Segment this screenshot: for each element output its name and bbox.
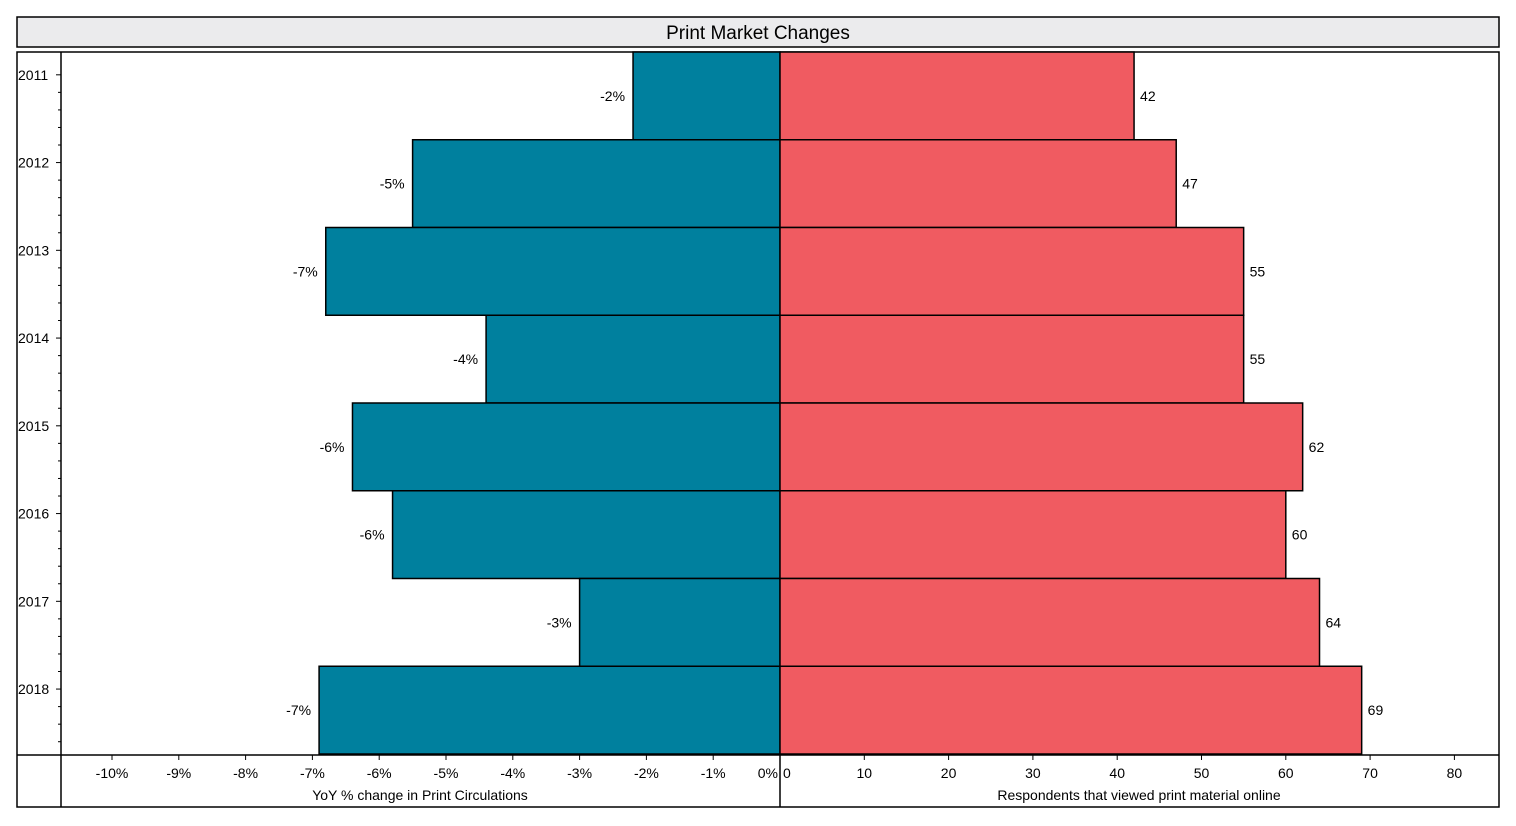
left-data-label: -2% (600, 88, 625, 104)
left-axis-tick-label: -7% (300, 765, 325, 781)
chart-title: Print Market Changes (666, 23, 850, 44)
left-bar (411, 139, 781, 229)
left-data-label: -3% (547, 614, 572, 630)
left-axis-tick-label: -6% (367, 765, 392, 781)
right-data-label: 64 (1326, 614, 1342, 630)
left-bar (318, 665, 781, 755)
left-axis-tick-label: 0% (758, 765, 778, 781)
left-data-label: -6% (320, 439, 345, 455)
left-axis-tick-label: -8% (233, 765, 258, 781)
right-bar (779, 402, 1304, 492)
right-data-label: 42 (1140, 88, 1156, 104)
right-bar (779, 139, 1177, 229)
left-axis-tick-label: -10% (96, 765, 129, 781)
left-axis-title: YoY % change in Print Circulations (312, 787, 528, 803)
right-data-label: 55 (1250, 263, 1266, 279)
left-value-axis: -10% -9% -8% -7% -6% -5% -4% -3% -2% -1% 0% (96, 755, 781, 781)
left-axis-tick-label: -3% (567, 765, 592, 781)
category-tick-label: 2017 (18, 593, 49, 609)
left-axis-tick-label: -4% (500, 765, 525, 781)
left-bar (351, 402, 781, 492)
left-axis-tick-label: -5% (434, 765, 459, 781)
left-data-label: -7% (293, 263, 318, 279)
left-data-label: -6% (360, 527, 385, 543)
right-bar (779, 226, 1245, 316)
right-data-label: 60 (1292, 527, 1308, 543)
right-axis-tick-label: 80 (1447, 765, 1463, 781)
right-data-label: 47 (1182, 176, 1198, 192)
left-bar (578, 577, 781, 667)
right-axis-tick-label: 40 (1109, 765, 1125, 781)
left-bar (391, 490, 781, 580)
right-bar (779, 490, 1287, 580)
left-data-label: -7% (286, 702, 311, 718)
left-data-label: -4% (453, 351, 478, 367)
left-axis-tick-label: -1% (701, 765, 726, 781)
left-axis-tick-label: -9% (166, 765, 191, 781)
right-axis-tick-label: 60 (1278, 765, 1294, 781)
right-data-label: 55 (1250, 351, 1266, 367)
category-tick-label: 2016 (18, 506, 49, 522)
left-axis-tick-label: -2% (634, 765, 659, 781)
left-data-label: -5% (380, 176, 405, 192)
right-data-label: 69 (1368, 702, 1384, 718)
left-bar (325, 226, 781, 316)
right-bar (779, 577, 1321, 667)
title-bar (16, 16, 1500, 48)
right-bars (779, 51, 1363, 755)
right-axis-title: Respondents that viewed print material o… (997, 787, 1280, 803)
right-axis-tick-label: 20 (941, 765, 957, 781)
right-axis-tick-label: 0 (783, 765, 791, 781)
right-axis-tick-label: 10 (857, 765, 873, 781)
right-axis-tick-label: 30 (1025, 765, 1041, 781)
category-tick-label: 2013 (18, 242, 49, 258)
right-bar (779, 665, 1363, 755)
right-axis-tick-label: 70 (1362, 765, 1378, 781)
right-bar (779, 51, 1135, 141)
category-tick-label: 2012 (18, 155, 49, 171)
category-tick-label: 2015 (18, 418, 49, 434)
right-axis-tick-label: 50 (1194, 765, 1210, 781)
data-labels: -2% 42 -5% 47 -7% 55 -4% 55 -6% 62 -6% 60 -3% 64 -7% 69 (286, 88, 1383, 718)
right-bar (779, 314, 1245, 404)
left-bars (318, 51, 781, 755)
category-tick-label: 2018 (18, 681, 49, 697)
right-value-axis: 0 10 20 30 40 50 60 70 80 (779, 755, 1463, 781)
category-axis: 2011 2012 2013 2014 2015 2016 2017 2018 (18, 67, 61, 743)
category-tick-label: 2011 (18, 67, 48, 83)
left-bar (632, 51, 781, 141)
right-data-label: 62 (1309, 439, 1325, 455)
category-tick-label: 2014 (18, 330, 49, 346)
left-bar (485, 314, 781, 404)
